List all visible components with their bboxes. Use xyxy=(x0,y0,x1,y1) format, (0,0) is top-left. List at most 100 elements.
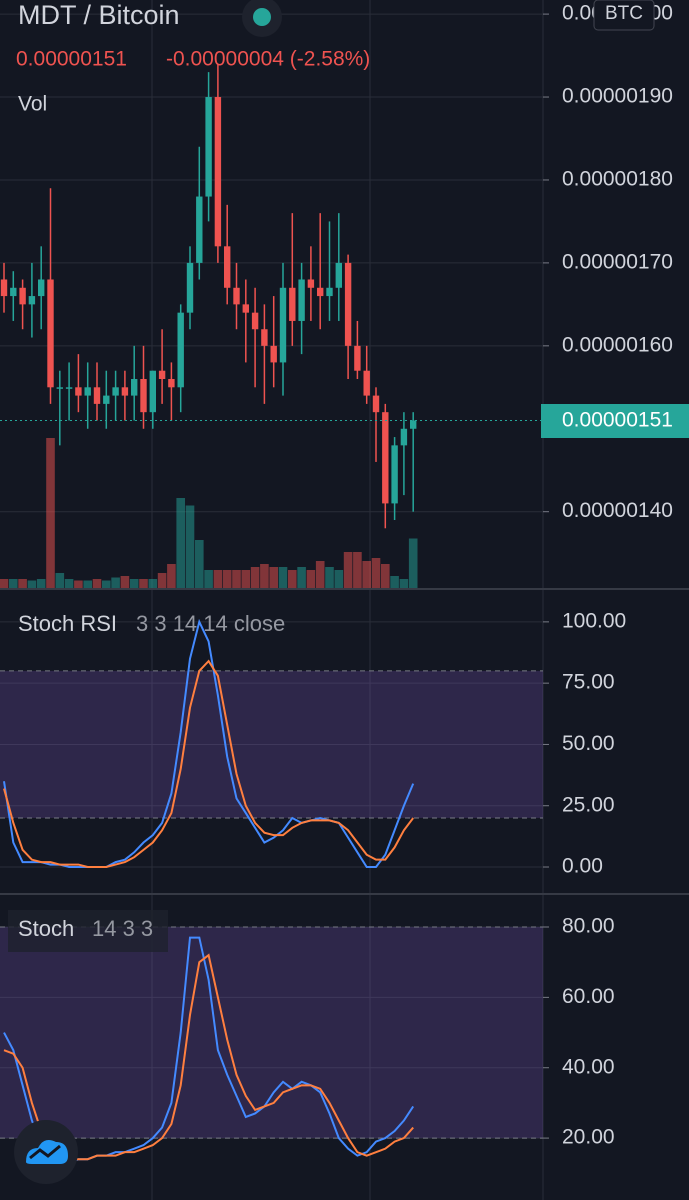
y-tick-label: 80.00 xyxy=(562,915,615,938)
volume-bar xyxy=(315,561,325,588)
candle-body xyxy=(47,279,54,388)
candle-body xyxy=(38,279,45,297)
volume-label: Vol xyxy=(18,93,47,116)
volume-bar xyxy=(83,580,92,588)
candle-body xyxy=(382,412,389,504)
y-tick-label: 75.00 xyxy=(562,671,615,694)
candle-body xyxy=(363,370,370,396)
volume-bar xyxy=(297,567,306,588)
candle-body xyxy=(298,279,305,321)
volume-bar xyxy=(18,579,27,588)
currency-badge[interactable] xyxy=(593,0,655,31)
volume-bar xyxy=(9,579,18,588)
symbol-title: MDT / Bitcoin xyxy=(18,0,180,30)
candle-body xyxy=(140,379,147,413)
volume-bar xyxy=(278,567,288,588)
band-fill xyxy=(0,927,543,1139)
volume-bar xyxy=(148,579,158,588)
candle-body xyxy=(307,279,315,288)
candle-body xyxy=(400,428,408,446)
candle-body xyxy=(196,196,203,263)
indicator-title: Stoch xyxy=(18,916,74,941)
logo[interactable] xyxy=(14,1120,78,1184)
candle-body xyxy=(242,304,249,313)
indicator-title: Stoch RSI xyxy=(18,611,117,636)
candle-body xyxy=(270,345,277,363)
candle-body xyxy=(354,345,361,371)
last-price: 0.00000151 xyxy=(16,48,127,71)
volume-bar xyxy=(269,567,278,588)
volume-bar xyxy=(74,580,83,588)
y-tick-label: 20.00 xyxy=(562,1126,615,1149)
candle-body xyxy=(0,279,8,297)
volume-bar xyxy=(288,570,297,588)
volume-bar xyxy=(343,552,353,588)
indicator-params: 14 3 3 xyxy=(92,916,153,941)
candle-body xyxy=(103,395,110,404)
candle-body xyxy=(158,370,166,380)
y-tick-label: 25.00 xyxy=(562,793,615,816)
volume-bar xyxy=(55,573,65,588)
volume-bar xyxy=(381,564,390,588)
volume-bar xyxy=(232,570,241,588)
candle-body xyxy=(28,296,36,305)
y-tick-label: 0.00000160 xyxy=(562,333,673,356)
candle-body xyxy=(251,312,259,330)
y-tick-label: 0.00000140 xyxy=(562,499,673,522)
candle-body xyxy=(93,387,101,404)
candle-body xyxy=(289,287,296,321)
volume-bar xyxy=(390,576,399,588)
candle-body xyxy=(121,387,129,396)
volume-bar xyxy=(92,579,102,588)
volume-bar xyxy=(0,579,9,588)
volume-bar xyxy=(371,558,381,588)
candle-body xyxy=(233,287,240,305)
band-fill xyxy=(0,670,543,818)
y-tick-label: 0.00000170 xyxy=(562,250,673,273)
last-price-axis: 0.00000151 xyxy=(562,409,673,432)
volume-bar xyxy=(129,579,139,588)
y-tick-label: 60.00 xyxy=(562,985,615,1008)
status-dot xyxy=(253,8,271,26)
y-tick-label: 40.00 xyxy=(562,1055,615,1078)
volume-bar xyxy=(36,579,46,588)
candle-body xyxy=(261,329,268,346)
volume-bar xyxy=(46,438,55,588)
candle-body xyxy=(317,287,324,297)
volume-bar xyxy=(306,570,316,588)
currency: BTC xyxy=(605,3,643,24)
volume-bar xyxy=(353,552,362,588)
candle-body xyxy=(186,262,194,313)
indicator-line xyxy=(3,659,414,869)
volume-bar xyxy=(102,580,111,588)
candle-body xyxy=(10,287,17,297)
y-tick-label: 0.00 xyxy=(562,855,603,878)
volume-bar xyxy=(167,564,176,588)
volume-bar xyxy=(120,576,130,588)
candle-body xyxy=(410,420,417,429)
volume-bar xyxy=(204,570,213,588)
candle-body xyxy=(214,97,222,247)
last-price-box xyxy=(541,404,689,438)
volume-bar xyxy=(260,564,269,588)
volume-bar xyxy=(241,570,251,588)
indicator-line xyxy=(3,618,415,869)
volume-bar xyxy=(64,579,74,588)
candle-body xyxy=(391,445,398,504)
y-tick-label: 0.00000180 xyxy=(562,168,673,191)
volume-bar xyxy=(222,570,232,588)
candle-body xyxy=(168,379,175,388)
candle-body xyxy=(84,387,91,396)
y-tick-label: 50.00 xyxy=(562,732,615,755)
candle-body xyxy=(149,370,156,413)
candle-body xyxy=(112,387,119,396)
volume-bar xyxy=(408,538,418,588)
candle-body xyxy=(65,387,73,389)
volume-bar xyxy=(139,579,148,588)
candle-body xyxy=(56,387,63,389)
plot: 0.00000140 0.00000160 0.00000170 0.00000180… xyxy=(0,2,673,1164)
candle-body xyxy=(326,287,333,297)
volume-bar xyxy=(399,579,409,588)
